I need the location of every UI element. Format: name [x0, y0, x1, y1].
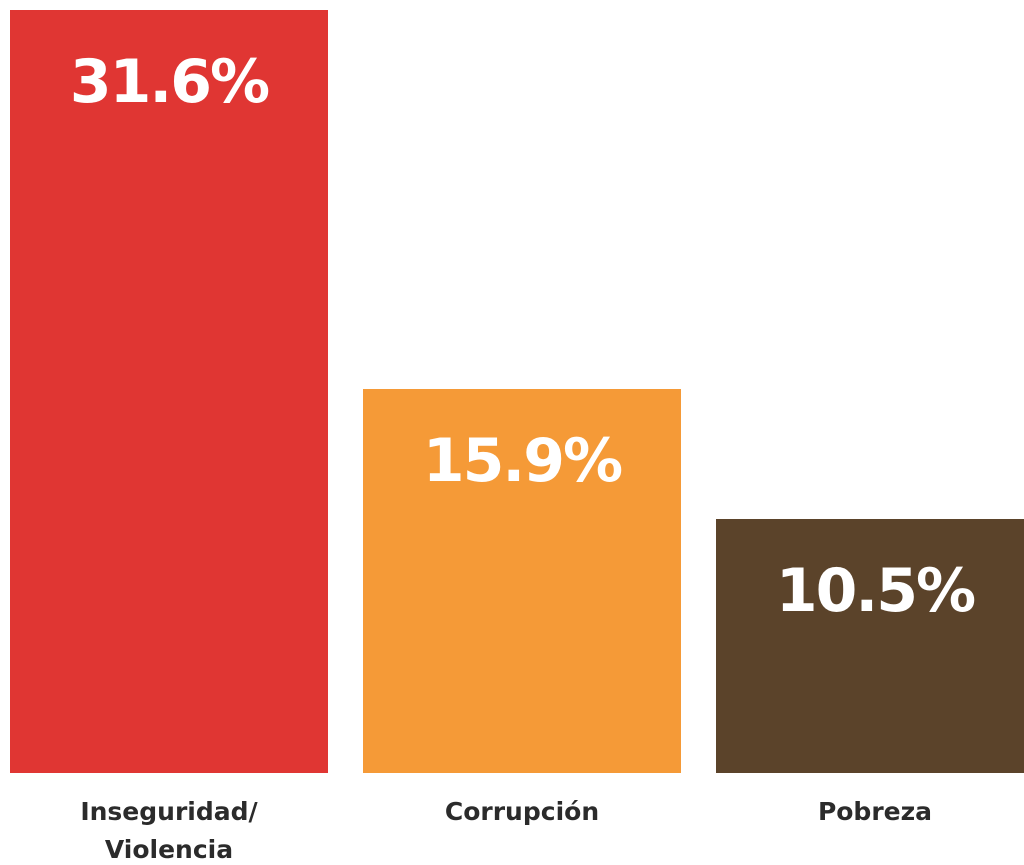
value-label: 10.5% — [775, 556, 976, 627]
bar — [363, 389, 681, 773]
bar — [716, 519, 1024, 773]
bar — [10, 10, 328, 773]
category-label: Pobreza — [817, 797, 933, 826]
category-label: Corrupción — [444, 797, 600, 826]
value-label: 31.6% — [69, 47, 270, 117]
category-label: Inseguridad/ Violencia — [80, 797, 258, 864]
value-label: 15.9% — [422, 426, 623, 497]
